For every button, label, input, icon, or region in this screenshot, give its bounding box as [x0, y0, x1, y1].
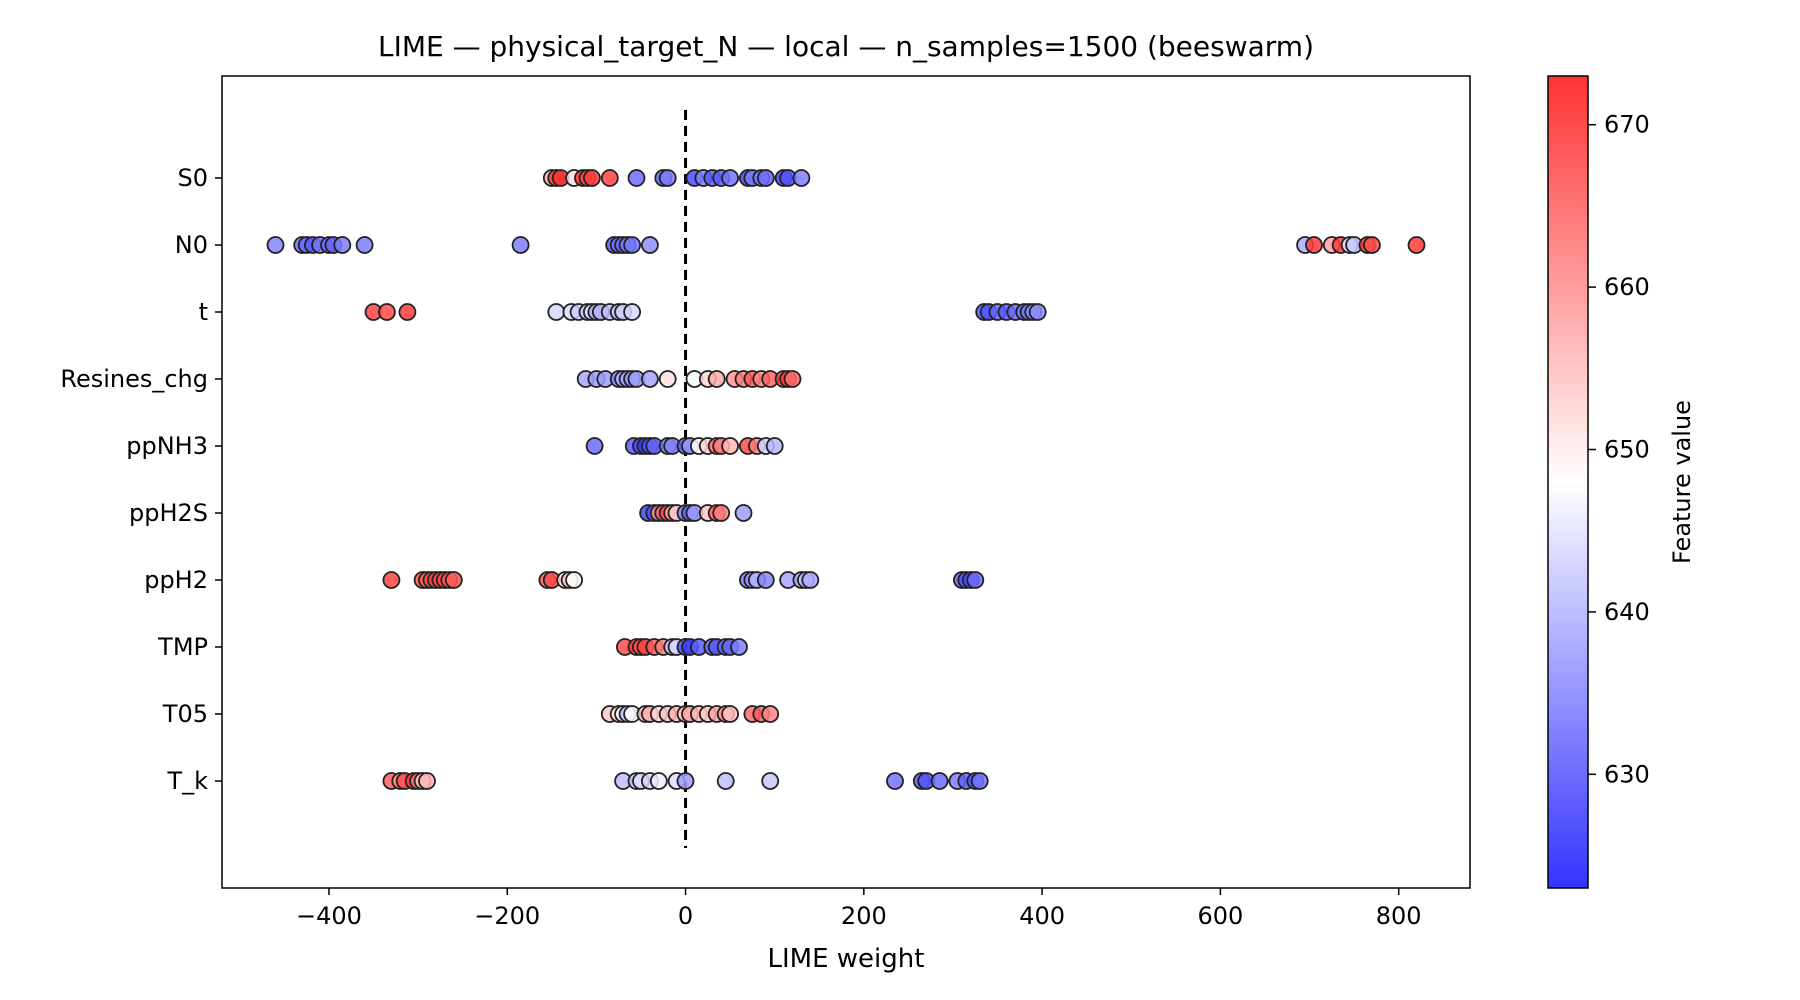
colorbar-tick-label: 670	[1604, 111, 1650, 139]
x-axis-ticks: −400 −200 0 200 400 600 800	[296, 888, 1422, 930]
data-point	[623, 236, 641, 254]
data-point	[716, 772, 735, 790]
data-point	[355, 236, 374, 254]
y-tick-label: N0	[175, 231, 208, 259]
colorbar-tick-label: 650	[1604, 436, 1650, 464]
data-point	[966, 571, 985, 589]
y-tick-label: ppNH3	[126, 432, 208, 460]
data-point	[761, 705, 780, 723]
data-point	[730, 638, 748, 656]
series-T05	[600, 705, 780, 723]
data-point	[398, 303, 417, 321]
chart-title: LIME — physical_target_N — local — n_sam…	[378, 30, 1314, 63]
y-tick-label: T05	[162, 700, 208, 728]
data-point	[761, 772, 780, 790]
data-point	[970, 772, 989, 790]
x-tick-label: 200	[841, 902, 887, 930]
data-point	[756, 571, 775, 589]
series-N0	[266, 236, 1426, 254]
data-point	[756, 169, 775, 187]
data-point	[565, 571, 583, 589]
data-point	[721, 169, 739, 187]
series-ppNH3	[585, 437, 784, 455]
data-point	[641, 370, 659, 388]
data-point	[649, 772, 668, 790]
data-point	[765, 437, 784, 455]
series-ppH2	[382, 571, 985, 589]
data-point	[583, 169, 601, 187]
data-point	[712, 504, 731, 522]
series-Resines_chg	[576, 370, 802, 388]
y-tick-label: T_k	[166, 767, 208, 795]
data-point	[511, 236, 530, 254]
data-point	[658, 169, 677, 187]
data-point	[721, 705, 739, 723]
plot-area	[221, 75, 1471, 889]
x-tick-label: −400	[296, 902, 362, 930]
colorbar-tick-label: 660	[1604, 273, 1650, 301]
data-point	[333, 236, 352, 254]
series-TMP	[616, 638, 748, 656]
data-point	[1407, 236, 1426, 254]
y-tick-label: Resines_chg	[60, 365, 208, 393]
data-point	[930, 772, 949, 790]
x-tick-label: 400	[1019, 902, 1065, 930]
data-point	[658, 370, 677, 388]
data-point	[377, 303, 396, 321]
x-axis-label: LIME weight	[768, 944, 925, 974]
data-point	[1305, 236, 1323, 254]
data-point	[600, 169, 619, 187]
data-point	[886, 772, 904, 790]
colorbar-tick-label: 630	[1604, 760, 1650, 788]
plot-frame	[221, 75, 1471, 889]
data-point	[585, 437, 604, 455]
data-point	[792, 169, 811, 187]
x-tick-label: −200	[474, 902, 540, 930]
series-t	[364, 303, 1047, 321]
data-point	[707, 370, 726, 388]
x-tick-label: 600	[1197, 902, 1243, 930]
series-S0	[542, 169, 811, 187]
data-point	[623, 303, 641, 321]
x-tick-label: 800	[1376, 902, 1422, 930]
data-point	[1363, 236, 1381, 254]
y-tick-label: ppH2S	[129, 499, 208, 527]
data-point	[734, 504, 753, 522]
series-T_k	[382, 772, 989, 790]
data-point	[1028, 303, 1047, 321]
y-tick-label: S0	[177, 164, 208, 192]
y-tick-label: t	[199, 298, 208, 326]
data-point	[641, 236, 659, 254]
data-point	[783, 370, 802, 388]
data-point	[627, 169, 646, 187]
colorbar-ticks: 630 640 650 660 670	[1588, 111, 1650, 788]
data-points	[266, 169, 1426, 790]
colorbar-tick-label: 640	[1604, 598, 1650, 626]
data-point	[418, 772, 436, 790]
x-tick-label: 0	[678, 902, 693, 930]
colorbar-gradient	[1547, 75, 1589, 889]
y-axis-ticks: S0 N0 t Resines_chg ppNH3 ppH2S ppH2 TMP T05 T_k	[60, 164, 222, 795]
data-point	[676, 772, 695, 790]
data-point	[266, 236, 285, 254]
data-point	[382, 571, 401, 589]
data-point	[801, 571, 820, 589]
data-point	[547, 303, 566, 321]
y-tick-label: TMP	[157, 633, 208, 661]
colorbar: 630 640 650 660 670 Feature value	[1547, 75, 1696, 889]
series-ppH2S	[639, 504, 753, 522]
data-point	[444, 571, 463, 589]
y-tick-label: ppH2	[144, 566, 208, 594]
colorbar-label: Feature value	[1668, 400, 1696, 564]
data-point	[721, 437, 739, 455]
